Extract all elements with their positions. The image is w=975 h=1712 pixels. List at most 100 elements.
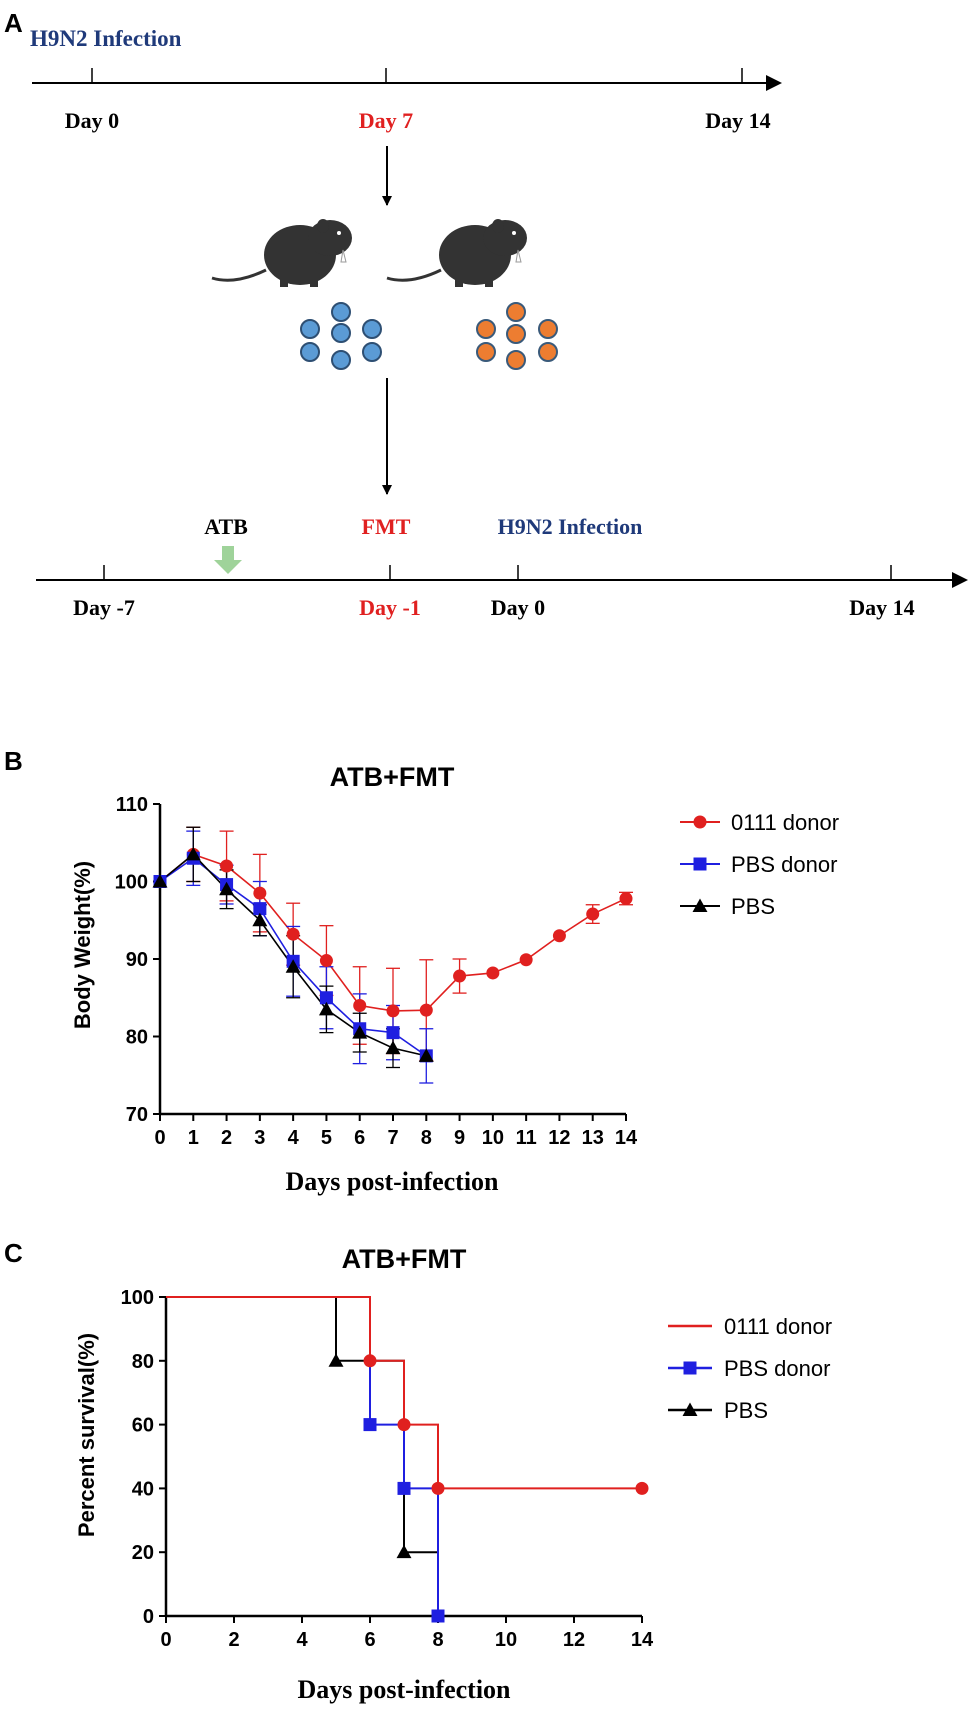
legend-marker — [693, 857, 707, 871]
top-timeline-title: H9N2 Infection — [30, 26, 182, 51]
y-tick-label: 40 — [132, 1478, 154, 1500]
y-tick-label: 110 — [116, 794, 148, 816]
legend-marker — [683, 1361, 697, 1375]
chart-c-ylabel: Percent survival(%) — [74, 1333, 99, 1537]
atb-arrow-icon — [214, 546, 242, 574]
event-h9n2: H9N2 Infection — [498, 514, 643, 539]
x-tick-label: 14 — [631, 1629, 654, 1651]
data-point — [431, 1609, 445, 1623]
data-point — [319, 954, 333, 968]
panel-a: A H9N2 Infection Day 0 Day 7 Day 14 — [4, 8, 968, 620]
panel-letter-b: B — [4, 746, 23, 776]
x-tick-label: 4 — [288, 1127, 300, 1149]
x-tick-label: 3 — [254, 1127, 265, 1149]
y-tick-label: 80 — [126, 1027, 148, 1049]
mouse-icon — [211, 219, 352, 287]
survival-step-line — [166, 1296, 439, 1616]
data-point — [386, 1004, 400, 1018]
x-tick-label: 6 — [364, 1629, 375, 1651]
x-tick-label: 7 — [387, 1127, 398, 1149]
event-atb: ATB — [204, 514, 248, 539]
bottom-timeline-arrowhead — [952, 572, 968, 588]
data-point — [363, 1418, 377, 1432]
survival-step-line — [166, 1296, 642, 1490]
legend-label: 0111 donor — [724, 1314, 832, 1339]
x-tick-label: 8 — [432, 1629, 443, 1651]
orange-sample-dots — [476, 302, 558, 370]
blue-sample-dots — [300, 302, 382, 370]
x-tick-label: 4 — [296, 1629, 308, 1651]
data-point — [286, 927, 300, 941]
data-point — [385, 1040, 401, 1055]
data-point — [319, 991, 333, 1005]
mouse-icon — [386, 219, 527, 287]
data-point — [552, 929, 566, 943]
data-point — [418, 1048, 434, 1062]
x-tick-label: 1 — [188, 1127, 199, 1149]
y-tick-label: 0 — [143, 1606, 154, 1628]
y-tick-label: 20 — [132, 1542, 154, 1564]
data-point — [386, 1026, 400, 1040]
chart-c-title: ATB+FMT — [342, 1244, 467, 1274]
top-label-day14: Day 14 — [705, 108, 770, 133]
legend-label: PBS donor — [731, 852, 837, 877]
data-point — [328, 1353, 344, 1367]
panel-letter-a: A — [4, 8, 23, 38]
chart-c-legend: 0111 donor PBS donor PBS — [668, 1314, 832, 1423]
legend-label: PBS donor — [724, 1356, 830, 1381]
y-tick-label: 60 — [132, 1415, 154, 1437]
data-point — [353, 999, 367, 1012]
x-tick-label: 6 — [354, 1127, 365, 1149]
x-tick-label: 2 — [221, 1127, 232, 1149]
x-tick-label: 9 — [454, 1127, 465, 1149]
top-label-day0: Day 0 — [65, 108, 119, 133]
top-timeline-arrowhead — [766, 75, 782, 91]
x-tick-label: 10 — [495, 1629, 517, 1651]
data-point — [453, 969, 467, 983]
x-tick-label: 13 — [582, 1127, 604, 1149]
panel-c: C ATB+FMT Percent survival(%) Days post-… — [4, 1238, 832, 1704]
x-tick-label: 8 — [421, 1127, 432, 1149]
data-point — [397, 1418, 411, 1432]
bottom-label-day-1: Day -1 — [359, 595, 421, 620]
legend-label: 0111 donor — [731, 810, 839, 835]
y-tick-label: 100 — [121, 1287, 154, 1309]
legend-label: PBS — [724, 1398, 768, 1423]
x-tick-label: 14 — [615, 1127, 638, 1149]
y-tick-label: 70 — [126, 1104, 148, 1126]
data-point — [397, 1481, 411, 1495]
chart-c-xlabel: Days post-infection — [297, 1675, 511, 1704]
data-point — [635, 1481, 649, 1495]
data-point — [253, 886, 267, 900]
data-point — [431, 1481, 445, 1495]
data-point — [619, 892, 633, 906]
chart-b-xlabel: Days post-infection — [285, 1167, 499, 1196]
panel-b: B ATB+FMT Body Weight(%) Days post-infec… — [4, 746, 839, 1196]
legend-label: PBS — [731, 894, 775, 919]
data-point — [586, 907, 600, 921]
x-tick-label: 0 — [154, 1127, 165, 1149]
bottom-label-day-7: Day -7 — [73, 595, 135, 620]
panel-letter-c: C — [4, 1238, 23, 1268]
x-tick-label: 12 — [563, 1629, 585, 1651]
y-tick-label: 100 — [115, 872, 148, 894]
data-point — [220, 859, 234, 873]
x-tick-label: 0 — [160, 1629, 171, 1651]
data-point — [352, 1025, 368, 1039]
x-tick-label: 10 — [482, 1127, 504, 1149]
x-tick-label: 2 — [228, 1629, 239, 1651]
data-point — [363, 1354, 377, 1368]
chart-b-legend: 0111 donor PBS donor PBS — [680, 810, 839, 919]
x-tick-label: 11 — [516, 1127, 537, 1149]
legend-marker — [693, 815, 707, 829]
x-tick-label: 12 — [548, 1127, 570, 1149]
y-tick-label: 80 — [132, 1351, 154, 1373]
y-tick-label: 90 — [126, 949, 148, 971]
data-point — [519, 953, 533, 967]
data-point — [396, 1544, 412, 1559]
data-point — [486, 966, 500, 980]
data-point — [185, 846, 201, 861]
top-label-day7: Day 7 — [359, 108, 413, 133]
